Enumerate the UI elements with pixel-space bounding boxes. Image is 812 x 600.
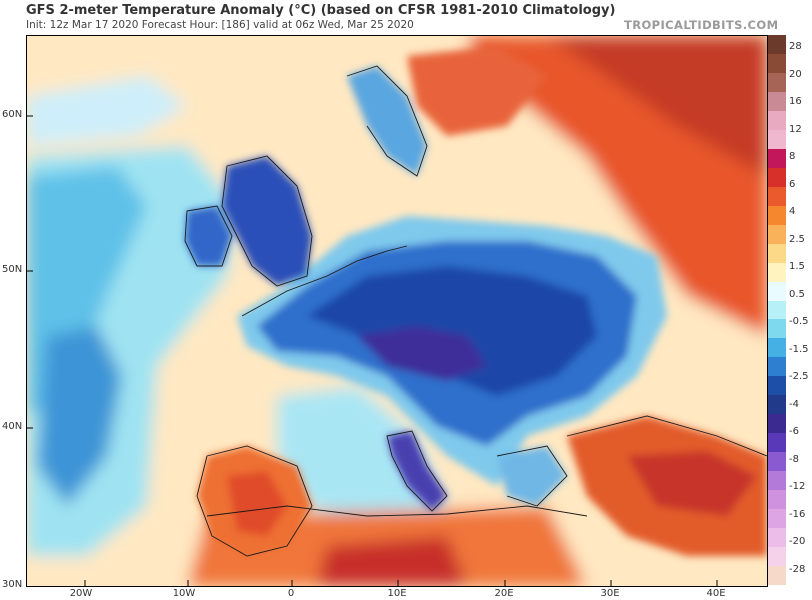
colorbar-label: -28 bbox=[789, 563, 806, 575]
colorbar-swatch bbox=[768, 72, 786, 93]
colorbar-swatch bbox=[768, 110, 786, 131]
colorbar-label: 8 bbox=[789, 151, 796, 162]
colorbar-label: -1.5 bbox=[789, 343, 809, 355]
colorbar-swatch bbox=[768, 281, 786, 301]
colorbar-swatch bbox=[768, 35, 786, 55]
colorbar-swatch bbox=[768, 53, 786, 74]
colorbar-swatch bbox=[768, 319, 786, 339]
colorbar-label: 1.5 bbox=[789, 261, 805, 272]
lat-label-60n: 60N bbox=[2, 109, 23, 120]
colorbar-label: -20 bbox=[789, 536, 806, 547]
colorbar-swatch bbox=[768, 433, 786, 453]
colorbar-label: -6 bbox=[789, 426, 799, 437]
colorbar-swatch bbox=[768, 490, 786, 510]
colorbar-swatch bbox=[768, 338, 786, 358]
lon-label-0: 0 bbox=[287, 588, 295, 599]
colorbar-label: -16 bbox=[789, 508, 806, 520]
colorbar-label: 0.5 bbox=[789, 288, 805, 300]
colorbar-label: -12 bbox=[789, 481, 806, 492]
colorbar-swatch bbox=[768, 509, 786, 529]
lon-label-10w: 10W bbox=[172, 588, 196, 599]
colorbar-swatch bbox=[768, 91, 786, 112]
colorbar-swatch bbox=[768, 262, 786, 283]
colorbar-label: 6 bbox=[789, 178, 796, 190]
colorbar-label: -8 bbox=[789, 453, 799, 465]
colorbar-swatch bbox=[768, 129, 786, 150]
colorbar-label: 2.5 bbox=[789, 233, 805, 245]
site-watermark[interactable]: TROPICALTIDBITS.COM bbox=[624, 18, 779, 32]
colorbar-label: 28 bbox=[789, 41, 802, 52]
map-title: GFS 2-meter Temperature Anomaly (°C) (ba… bbox=[26, 3, 616, 18]
lat-label-30n: 30N bbox=[2, 579, 23, 590]
lon-label-40e: 40E bbox=[706, 588, 726, 599]
graticule-ticks bbox=[27, 115, 718, 586]
lon-label-20w: 20W bbox=[69, 588, 93, 599]
colorbar-label: -0.5 bbox=[789, 316, 809, 327]
lon-label-10e: 10E bbox=[387, 588, 407, 599]
colorbar-swatch bbox=[768, 357, 786, 377]
colorbar-label: 16 bbox=[789, 96, 802, 107]
colorbar-swatch bbox=[768, 167, 786, 188]
forecast-info: Init: 12z Mar 17 2020 Forecast Hour: [18… bbox=[26, 19, 414, 31]
colorbar-label: 20 bbox=[789, 68, 802, 80]
colorbar-swatch bbox=[768, 205, 786, 226]
colorbar-swatch bbox=[768, 376, 786, 396]
lat-label-50n: 50N bbox=[2, 264, 23, 275]
colorbar-swatch bbox=[768, 566, 786, 586]
anomaly-field-land bbox=[185, 46, 767, 556]
colorbar-swatch bbox=[768, 395, 786, 415]
coastlines bbox=[184, 65, 767, 557]
colorbar-swatch bbox=[768, 471, 786, 491]
colorbar-swatch bbox=[768, 414, 786, 434]
map-canvas bbox=[27, 36, 767, 586]
colorbar-label: 12 bbox=[789, 123, 802, 135]
colorbar-swatch bbox=[768, 148, 786, 169]
colorbar-label: 4 bbox=[789, 206, 796, 217]
colorbar-swatch bbox=[768, 243, 786, 264]
anomaly-map bbox=[26, 35, 768, 587]
colorbar-swatch bbox=[768, 224, 786, 245]
colorbar bbox=[768, 35, 786, 586]
colorbar-swatch bbox=[768, 300, 786, 320]
colorbar-swatch bbox=[768, 186, 786, 207]
lon-label-30e: 30E bbox=[600, 588, 620, 599]
colorbar-label: -2.5 bbox=[789, 371, 809, 382]
lon-label-20e: 20E bbox=[494, 588, 514, 599]
colorbar-swatch bbox=[768, 452, 786, 472]
colorbar-label: -4 bbox=[789, 398, 799, 410]
colorbar-swatch bbox=[768, 528, 786, 548]
lat-label-40n: 40N bbox=[2, 421, 23, 432]
colorbar-swatch bbox=[768, 547, 786, 567]
